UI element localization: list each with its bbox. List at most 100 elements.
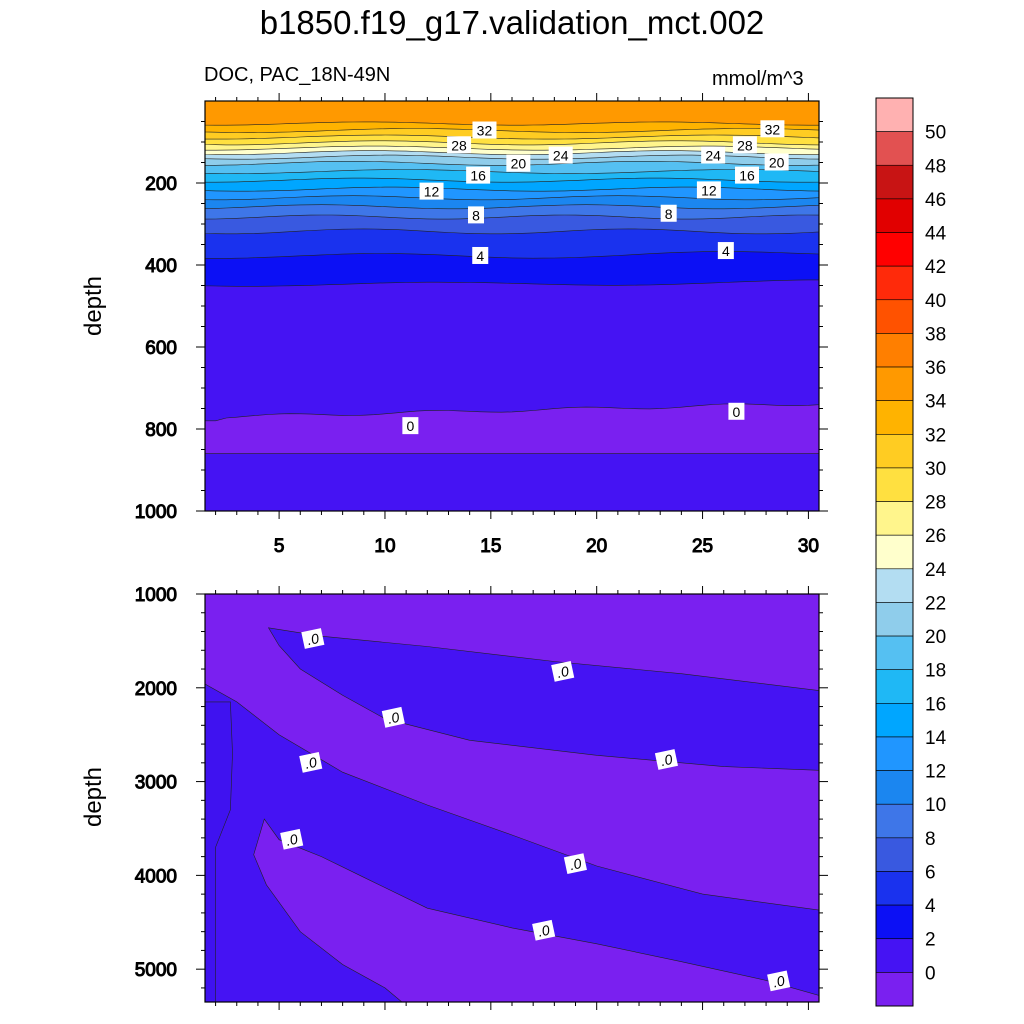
upper-y-axis-label: depth (80, 276, 107, 336)
svg-text:20: 20 (511, 156, 527, 172)
contour-label: .0 (299, 751, 323, 773)
colorbar-label: 28 (925, 493, 946, 514)
colorbar-label: 10 (925, 795, 946, 816)
svg-text:32: 32 (477, 123, 493, 139)
svg-text:.0: .0 (536, 922, 551, 940)
colorbar-swatch (875, 736, 914, 771)
colorbar-label: 32 (925, 425, 946, 446)
y-tick-label: 600 (145, 338, 177, 359)
colorbar-swatch (875, 131, 914, 166)
chart-title: b1850.f19_g17.validation_mct.002 (259, 4, 765, 41)
colorbar-label: 42 (925, 257, 946, 278)
upper-contour-bands (205, 101, 819, 454)
colorbar-swatch (875, 164, 914, 200)
variable-subtitle: DOC, PAC_18N-49N (204, 64, 391, 86)
y-tick-label: 2000 (135, 679, 177, 700)
contour-label: .0 (301, 628, 325, 649)
colorbar-swatch (875, 198, 914, 233)
contour-label: 32 (472, 121, 497, 139)
lower-axis-ticks: 1000 2000 3000 4000 5000 (134, 585, 828, 1010)
svg-text:12: 12 (424, 184, 440, 200)
lower-contour-band (205, 683, 819, 1002)
colorbar-label: 26 (925, 526, 946, 547)
contour-label: .0 (563, 853, 587, 875)
svg-text:.0: .0 (771, 972, 786, 990)
contour-label: .0 (767, 970, 791, 992)
svg-text:.0: .0 (555, 663, 570, 681)
colorbar-label: 2 (925, 930, 936, 951)
x-tick-label: 5 (274, 536, 285, 557)
y-tick-label: 4000 (135, 866, 177, 887)
colorbar-label: 20 (925, 627, 946, 648)
colorbar-label: 16 (925, 694, 946, 715)
contour-label: 8 (468, 206, 485, 224)
contour-label: 32 (760, 120, 785, 138)
colorbar-swatch (875, 366, 914, 401)
contour-label: 16 (466, 166, 491, 184)
colorbar-swatch (875, 265, 914, 301)
colorbar-swatch (875, 837, 914, 872)
colorbar-swatch (875, 299, 914, 334)
svg-text:.0: .0 (386, 709, 401, 727)
svg-text:20: 20 (769, 155, 785, 171)
contour-label: 28 (732, 136, 757, 154)
svg-text:32: 32 (765, 121, 781, 137)
colorbar: 5048464442403836343230282624222018161412… (875, 97, 947, 1007)
x-tick-label: 30 (798, 536, 819, 557)
contour-label: 4 (717, 242, 734, 260)
svg-text:.0: .0 (568, 855, 583, 873)
colorbar-label: 40 (925, 291, 946, 312)
colorbar-swatch (875, 97, 914, 132)
contour-label: 24 (548, 146, 573, 164)
colorbar-swatch (875, 534, 914, 570)
svg-text:8: 8 (665, 206, 673, 222)
svg-text:.0: .0 (659, 751, 674, 769)
colorbar-label: 38 (925, 324, 946, 345)
colorbar-label: 30 (925, 459, 946, 480)
svg-text:4: 4 (722, 243, 730, 259)
lower-panel: 1000 2000 3000 4000 5000 .0 .0 .0 .0 .0 .0 .0 .0.0 … (80, 585, 828, 1010)
colorbar-swatch (875, 232, 914, 267)
colorbar-label: 6 (925, 862, 936, 883)
contour-label: 16 (735, 166, 760, 184)
colorbar-swatch (875, 972, 914, 1007)
x-tick-label: 25 (692, 536, 713, 557)
colorbar-label: 46 (925, 190, 946, 211)
colorbar-label: 24 (925, 560, 947, 581)
y-tick-label: 200 (145, 174, 177, 195)
svg-text:12: 12 (701, 182, 717, 198)
svg-text:16: 16 (739, 168, 755, 184)
upper-contour-labels: 32 32 28 28 24 24 20 20 16 16 12 12 8 8 4 4 0 0 (402, 120, 789, 435)
svg-text:0: 0 (406, 418, 414, 434)
contour-label: 20 (764, 153, 789, 171)
y-tick-label: 1000 (135, 502, 177, 523)
colorbar-swatch (875, 433, 914, 469)
contour-label: 28 (447, 136, 472, 154)
contour-label: 20 (506, 154, 531, 172)
colorbar-label: 0 (925, 963, 936, 984)
contour-label: .0 (381, 706, 405, 728)
svg-text:.0: .0 (306, 630, 321, 648)
colorbar-label: 50 (925, 123, 946, 144)
colorbar-label: 4 (925, 896, 936, 917)
svg-text:0: 0 (733, 404, 741, 420)
colorbar-swatch (875, 904, 914, 940)
svg-text:24: 24 (553, 148, 569, 164)
svg-text:8: 8 (472, 207, 480, 223)
contour-label: 8 (660, 204, 677, 222)
colorbar-swatch (875, 703, 914, 738)
colorbar-label: 22 (925, 593, 946, 614)
colorbar-swatch (875, 400, 914, 435)
lower-contour-bands (205, 627, 819, 1002)
svg-text:24: 24 (705, 148, 721, 164)
colorbar-swatch (875, 333, 914, 368)
lower-contour-band (267, 627, 819, 771)
colorbar-label: 34 (925, 392, 947, 413)
colorbar-label: 18 (925, 661, 946, 682)
x-tick-label: 15 (480, 536, 501, 557)
contour-label: 24 (701, 146, 726, 164)
lower-contour-band (205, 701, 233, 1002)
svg-text:4: 4 (476, 248, 484, 264)
